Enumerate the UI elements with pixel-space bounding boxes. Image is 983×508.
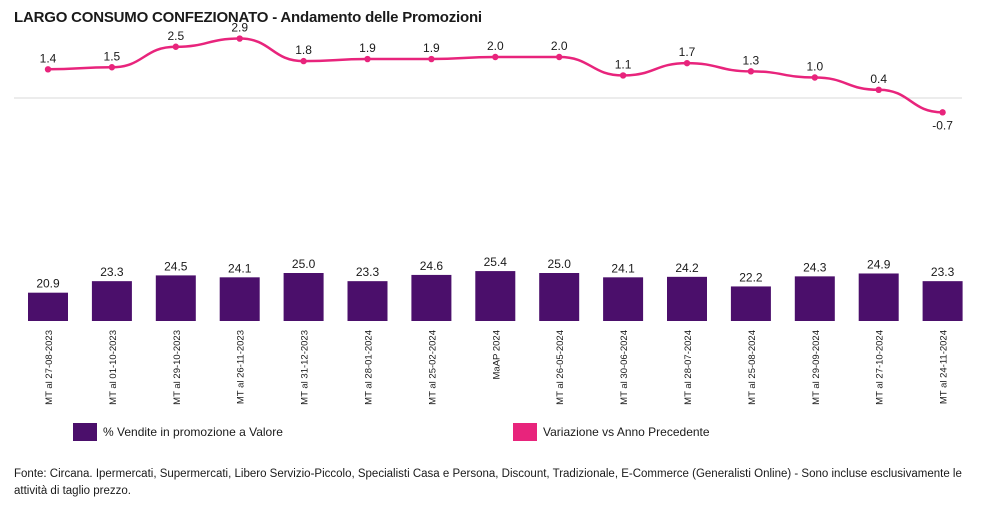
category-axis-labels: MT al 27-08-2023 MT al 01-10-2023 MT al 29… xyxy=(44,330,950,405)
bar-1 xyxy=(28,292,68,321)
bar-15 xyxy=(922,281,963,321)
bar-8 xyxy=(475,271,516,321)
category-label-6: MT al 28-01-2024 xyxy=(364,330,375,405)
line-value-label-13: 1.0 xyxy=(806,60,823,74)
category-label-9: MT al 26-05-2024 xyxy=(555,330,566,405)
line-point-10 xyxy=(619,72,627,79)
bar-value-label-5: 25.0 xyxy=(292,257,316,271)
bar-value-label-2: 23.3 xyxy=(100,265,124,279)
bar-series xyxy=(28,271,963,321)
category-label-14: MT al 27-10-2024 xyxy=(875,330,886,405)
category-label-4: MT al 26-11-2023 xyxy=(236,330,247,404)
legend-swatch-bars xyxy=(73,423,97,441)
chart-svg: 20.9 23.3 24.5 24.1 25.0 23.3 24.6 25.4 25.0 24.1… xyxy=(14,21,963,405)
bar-11 xyxy=(667,276,707,321)
line-point-14 xyxy=(875,86,882,94)
bar-value-label-3: 24.5 xyxy=(164,259,188,273)
line-point-5 xyxy=(300,57,307,65)
bar-value-label-4: 24.1 xyxy=(228,261,252,275)
category-label-8: MaAP 2024 xyxy=(491,330,502,379)
bar-value-label-15: 23.3 xyxy=(931,265,955,279)
source-footnote: Fonte: Circana. Ipermercati, Supermercat… xyxy=(14,468,962,497)
line-series-points xyxy=(44,35,946,116)
bar-value-label-12: 22.2 xyxy=(739,270,763,284)
category-label-7: MT al 25-02-2024 xyxy=(427,330,438,405)
bar-5 xyxy=(283,273,324,321)
bar-value-label-10: 24.1 xyxy=(611,261,635,275)
line-point-8 xyxy=(492,53,499,61)
line-point-4 xyxy=(236,35,243,42)
category-label-15: MT al 24-11-2024 xyxy=(939,330,950,404)
legend-label-line: Variazione vs Anno Precedente xyxy=(543,425,710,439)
bar-value-label-6: 23.3 xyxy=(356,265,380,279)
line-point-7 xyxy=(428,55,435,63)
category-label-10: MT al 30-06-2024 xyxy=(619,330,630,405)
legend-item-line: Variazione vs Anno Precedente xyxy=(513,423,710,441)
bar-14 xyxy=(858,273,899,321)
bar-9 xyxy=(539,273,580,321)
bar-value-label-8: 25.4 xyxy=(484,255,508,269)
bar-value-label-11: 24.2 xyxy=(675,261,699,275)
bar-12 xyxy=(730,286,771,321)
line-value-labels: 1.4 1.5 2.5 2.9 1.8 1.9 1.9 2.0 2.0 1.1 1.7 1.3 1.0 0… xyxy=(40,21,954,133)
line-value-label-2: 1.5 xyxy=(104,49,121,63)
line-point-11 xyxy=(683,59,691,67)
line-point-9 xyxy=(556,53,563,61)
line-point-6 xyxy=(364,55,371,63)
line-value-label-5: 1.8 xyxy=(295,43,312,57)
bar-7 xyxy=(411,274,452,321)
line-value-label-8: 2.0 xyxy=(487,39,504,53)
line-value-label-11: 1.7 xyxy=(679,45,696,59)
bar-6 xyxy=(347,281,388,321)
bar-value-label-9: 25.0 xyxy=(548,257,572,271)
line-value-label-9: 2.0 xyxy=(551,39,568,53)
line-value-label-14: 0.4 xyxy=(870,72,887,86)
line-point-13 xyxy=(811,74,818,81)
category-label-5: MT al 31-12-2023 xyxy=(300,330,311,405)
bar-13 xyxy=(794,276,835,321)
bar-value-label-1: 20.9 xyxy=(36,277,60,291)
bar-3 xyxy=(155,275,196,321)
line-value-label-10: 1.1 xyxy=(615,57,632,71)
legend-item-bars: % Vendite in promozione a Valore xyxy=(73,423,283,441)
category-label-1: MT al 27-08-2023 xyxy=(44,330,55,405)
category-label-2: MT al 01-10-2023 xyxy=(108,330,119,405)
line-value-label-15: -0.7 xyxy=(932,118,953,132)
line-value-label-1: 1.4 xyxy=(40,51,57,65)
legend-swatch-line xyxy=(513,423,537,441)
bar-value-label-14: 24.9 xyxy=(867,257,891,271)
line-value-label-4: 2.9 xyxy=(231,21,248,35)
bar-value-labels: 20.9 23.3 24.5 24.1 25.0 23.3 24.6 25.4 25.0 24.1… xyxy=(36,255,954,291)
line-value-label-6: 1.9 xyxy=(359,41,376,55)
bar-10 xyxy=(603,277,644,321)
category-label-13: MT al 29-09-2024 xyxy=(811,330,822,405)
line-point-12 xyxy=(747,68,755,75)
line-point-2 xyxy=(108,64,116,71)
bar-2 xyxy=(91,281,132,321)
bar-value-label-7: 24.6 xyxy=(420,259,444,273)
chart-title: LARGO CONSUMO CONFEZIONATO - Andamento d… xyxy=(14,9,482,26)
line-value-label-7: 1.9 xyxy=(423,41,440,55)
line-value-label-12: 1.3 xyxy=(743,53,760,67)
legend-label-bars: % Vendite in promozione a Valore xyxy=(103,425,283,439)
line-point-15 xyxy=(939,109,946,116)
category-label-11: MT al 28-07-2024 xyxy=(683,330,694,405)
bar-4 xyxy=(219,277,260,321)
category-label-3: MT al 29-10-2023 xyxy=(172,330,183,405)
line-point-3 xyxy=(172,43,179,50)
category-label-12: MT al 25-08-2024 xyxy=(747,330,758,405)
line-point-1 xyxy=(44,66,52,73)
bar-value-label-13: 24.3 xyxy=(803,260,827,274)
line-value-label-3: 2.5 xyxy=(167,29,184,43)
